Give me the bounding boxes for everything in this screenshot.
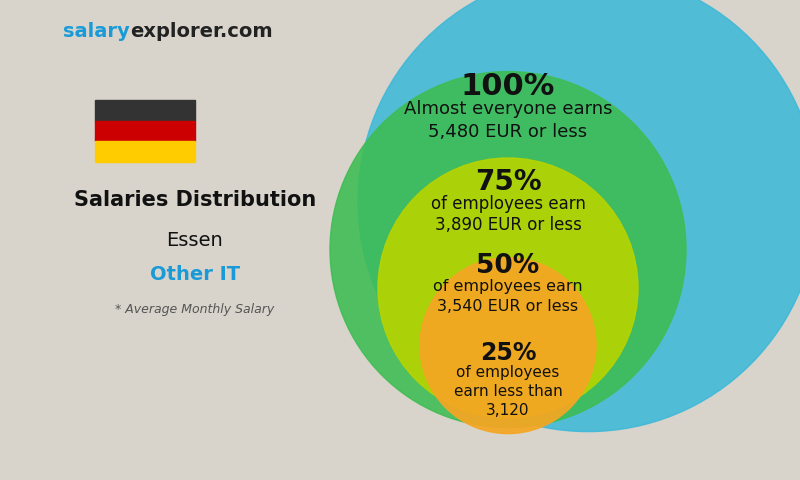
Text: Almost everyone earns: Almost everyone earns xyxy=(404,100,612,118)
Text: explorer.com: explorer.com xyxy=(130,22,273,41)
Text: of employees earn: of employees earn xyxy=(430,194,586,213)
Circle shape xyxy=(330,72,686,428)
Text: 50%: 50% xyxy=(476,253,540,279)
Text: 3,120: 3,120 xyxy=(486,403,530,419)
Text: Other IT: Other IT xyxy=(150,265,240,285)
Text: 5,480 EUR or less: 5,480 EUR or less xyxy=(429,123,587,141)
Bar xyxy=(95,141,195,162)
Text: of employees: of employees xyxy=(456,365,560,380)
Text: 3,540 EUR or less: 3,540 EUR or less xyxy=(438,300,578,314)
Bar xyxy=(95,120,195,141)
Text: salary: salary xyxy=(63,22,130,41)
Text: of employees earn: of employees earn xyxy=(433,279,583,294)
Circle shape xyxy=(358,0,800,432)
Text: Salaries Distribution: Salaries Distribution xyxy=(74,190,316,210)
Text: Essen: Essen xyxy=(166,230,223,250)
Text: 3,890 EUR or less: 3,890 EUR or less xyxy=(434,216,582,234)
Text: 100%: 100% xyxy=(461,72,555,101)
Text: 25%: 25% xyxy=(480,341,536,365)
Circle shape xyxy=(420,258,596,433)
Bar xyxy=(95,100,195,120)
Circle shape xyxy=(378,158,638,418)
Text: 75%: 75% xyxy=(474,168,542,196)
Text: earn less than: earn less than xyxy=(454,384,562,399)
Text: * Average Monthly Salary: * Average Monthly Salary xyxy=(115,303,274,316)
